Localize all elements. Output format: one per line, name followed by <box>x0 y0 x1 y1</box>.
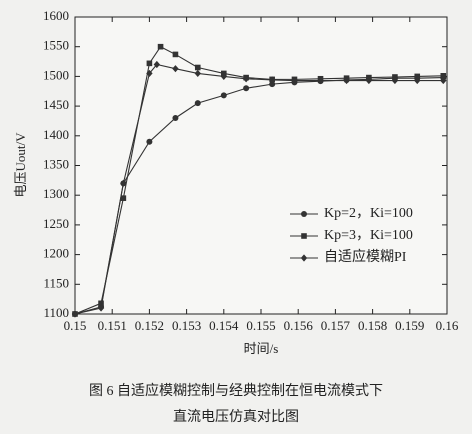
x-axis-label: 时间/s <box>244 341 279 356</box>
caption: 图 6 自适应模糊控制与经典控制在恒电流模式下 <box>89 382 383 399</box>
y-tick-label: 1250 <box>43 216 69 231</box>
legend-marker <box>301 233 307 239</box>
marker <box>343 76 350 85</box>
legend-label: Kp=2，Ki=100 <box>324 206 413 221</box>
marker <box>440 73 447 79</box>
marker <box>220 72 227 80</box>
marker <box>172 65 179 73</box>
x-tick-label: 0.155 <box>246 318 275 333</box>
x-tick-label: 0.151 <box>98 318 127 333</box>
marker <box>242 75 250 83</box>
legend-marker <box>301 211 307 217</box>
marker <box>391 76 399 85</box>
y-axis-label: 电压Uout/V <box>13 132 28 198</box>
marker <box>194 64 201 71</box>
marker <box>268 76 276 84</box>
marker <box>220 92 227 99</box>
y-tick-label: 1450 <box>43 97 69 112</box>
marker <box>120 195 127 201</box>
y-tick-label: 1100 <box>43 305 69 320</box>
y-tick-label: 1550 <box>43 38 69 53</box>
caption: 直流电压仿真对比图 <box>173 408 299 425</box>
marker <box>243 85 250 92</box>
series-line <box>74 77 444 315</box>
y-tick-label: 1600 <box>43 8 69 23</box>
marker <box>97 304 105 312</box>
legend-marker <box>300 254 308 262</box>
y-tick-label: 1150 <box>43 275 69 290</box>
x-tick-label: 0.15 <box>64 318 87 333</box>
marker <box>172 114 179 121</box>
marker <box>153 60 161 69</box>
marker <box>98 300 104 307</box>
marker <box>71 310 79 318</box>
marker <box>172 51 179 58</box>
marker <box>440 76 447 85</box>
y-tick-label: 1200 <box>43 246 69 261</box>
marker <box>146 69 153 78</box>
marker <box>414 73 421 80</box>
legend-label: Kp=3，Ki=100 <box>324 228 413 243</box>
x-tick-label: 0.153 <box>172 318 201 333</box>
marker <box>194 100 201 107</box>
x-tick-label: 0.154 <box>209 318 239 333</box>
y-tick-label: 1500 <box>43 67 69 82</box>
plot-frame <box>74 16 448 315</box>
x-tick-label: 0.152 <box>135 318 164 333</box>
marker <box>365 76 373 85</box>
marker <box>194 69 201 78</box>
marker <box>269 81 276 88</box>
x-tick-label: 0.16 <box>436 318 459 333</box>
marker <box>146 138 153 145</box>
y-tick-label: 1300 <box>43 186 69 201</box>
y-tick-label: 1400 <box>43 127 69 142</box>
marker <box>157 43 164 50</box>
x-tick-label: 0.156 <box>284 318 314 333</box>
y-tick-label: 1350 <box>43 156 69 171</box>
marker <box>414 76 421 85</box>
marker <box>317 76 324 85</box>
legend-label: 自适应模糊PI <box>324 248 407 265</box>
x-tick-label: 0.157 <box>321 318 351 333</box>
x-tick-label: 0.158 <box>358 318 387 333</box>
marker <box>120 179 127 187</box>
marker <box>146 60 153 67</box>
marker <box>291 76 298 85</box>
x-tick-label: 0.159 <box>395 318 424 333</box>
